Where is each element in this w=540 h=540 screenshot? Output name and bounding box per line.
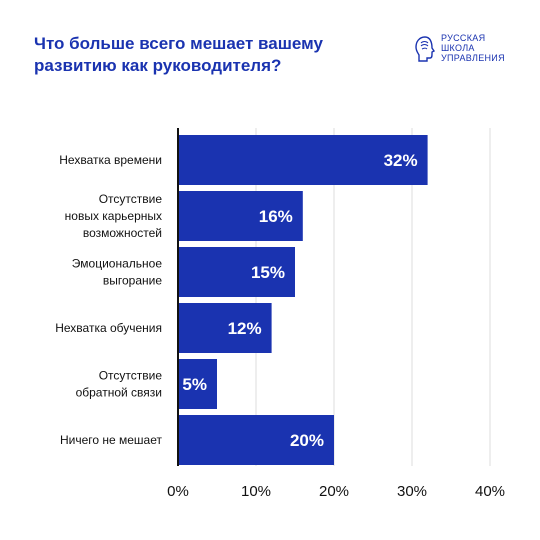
data-label: 16% [259, 207, 293, 226]
category-label-line: Отсутствие [99, 192, 163, 206]
bar [178, 191, 303, 241]
category-label: Ничего не мешает [60, 433, 163, 447]
category-label: Нехватка обучения [55, 321, 162, 335]
category-label-line: Отсутствие [99, 369, 163, 383]
category-label: Нехватка времени [59, 153, 162, 167]
logo-line: ШКОЛА [441, 43, 475, 53]
bar [178, 359, 217, 409]
logo-text: РУССКАЯ ШКОЛА УПРАВЛЕНИЯ [441, 33, 505, 63]
category-label-line: Нехватка времени [59, 153, 162, 167]
data-label: 12% [228, 319, 262, 338]
x-tick-label: 40% [475, 483, 505, 500]
head-profile-logo-icon [415, 36, 436, 62]
data-label: 5% [182, 375, 207, 394]
bar [178, 303, 272, 353]
category-label-line: обратной связи [76, 386, 162, 400]
data-label: 20% [290, 431, 324, 450]
logo-line: РУССКАЯ [441, 33, 486, 43]
category-label: Отсутствие новых карьерных возможностей [65, 192, 163, 240]
logo: РУССКАЯ ШКОЛА УПРАВЛЕНИЯ [414, 33, 524, 67]
x-tick-label: 10% [241, 483, 271, 500]
category-label-line: новых карьерных [65, 209, 162, 223]
category-label-line: Эмоциональное [72, 257, 163, 271]
data-label: 32% [384, 151, 418, 170]
bar [178, 247, 295, 297]
chart-title: Что больше всего мешает вашему развитию … [34, 34, 323, 75]
category-label: Эмоциональное выгорание [72, 257, 163, 288]
x-tick-label: 30% [397, 483, 427, 500]
data-label: 15% [251, 263, 285, 282]
bar [178, 135, 428, 185]
category-label-line: Нехватка обучения [55, 321, 162, 335]
category-label: Отсутствие обратной связи [76, 369, 163, 400]
category-label-line: Ничего не мешает [60, 433, 163, 447]
category-label-line: выгорание [103, 274, 162, 288]
x-tick-label: 20% [319, 483, 349, 500]
category-label-line: возможностей [83, 226, 162, 240]
x-tick-label: 0% [167, 483, 189, 500]
logo-line: УПРАВЛЕНИЯ [441, 53, 505, 63]
bar [178, 415, 334, 465]
